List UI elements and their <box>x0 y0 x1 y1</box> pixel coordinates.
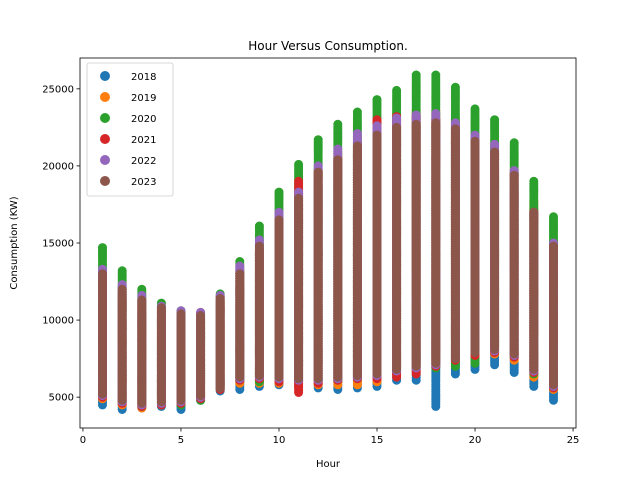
point-2020-hour-17 <box>411 70 421 80</box>
point-2020-hour-12 <box>313 135 323 145</box>
chart-title: Hour Versus Consumption. <box>248 39 408 53</box>
point-2020-hour-9 <box>254 221 264 231</box>
point-2020-hour-18 <box>431 70 441 80</box>
point-2020-hour-19 <box>450 82 460 92</box>
point-2020-hour-16 <box>392 85 402 95</box>
point-2020-hour-13 <box>333 119 343 129</box>
point-2020-hour-15 <box>372 95 382 105</box>
point-2020-hour-10 <box>274 187 284 197</box>
points-layer <box>98 70 558 414</box>
point-2020-hour-2 <box>117 266 127 276</box>
point-2020-hour-1 <box>98 243 107 253</box>
point-2020-hour-14 <box>352 107 362 117</box>
point-2020-hour-11 <box>294 159 304 169</box>
